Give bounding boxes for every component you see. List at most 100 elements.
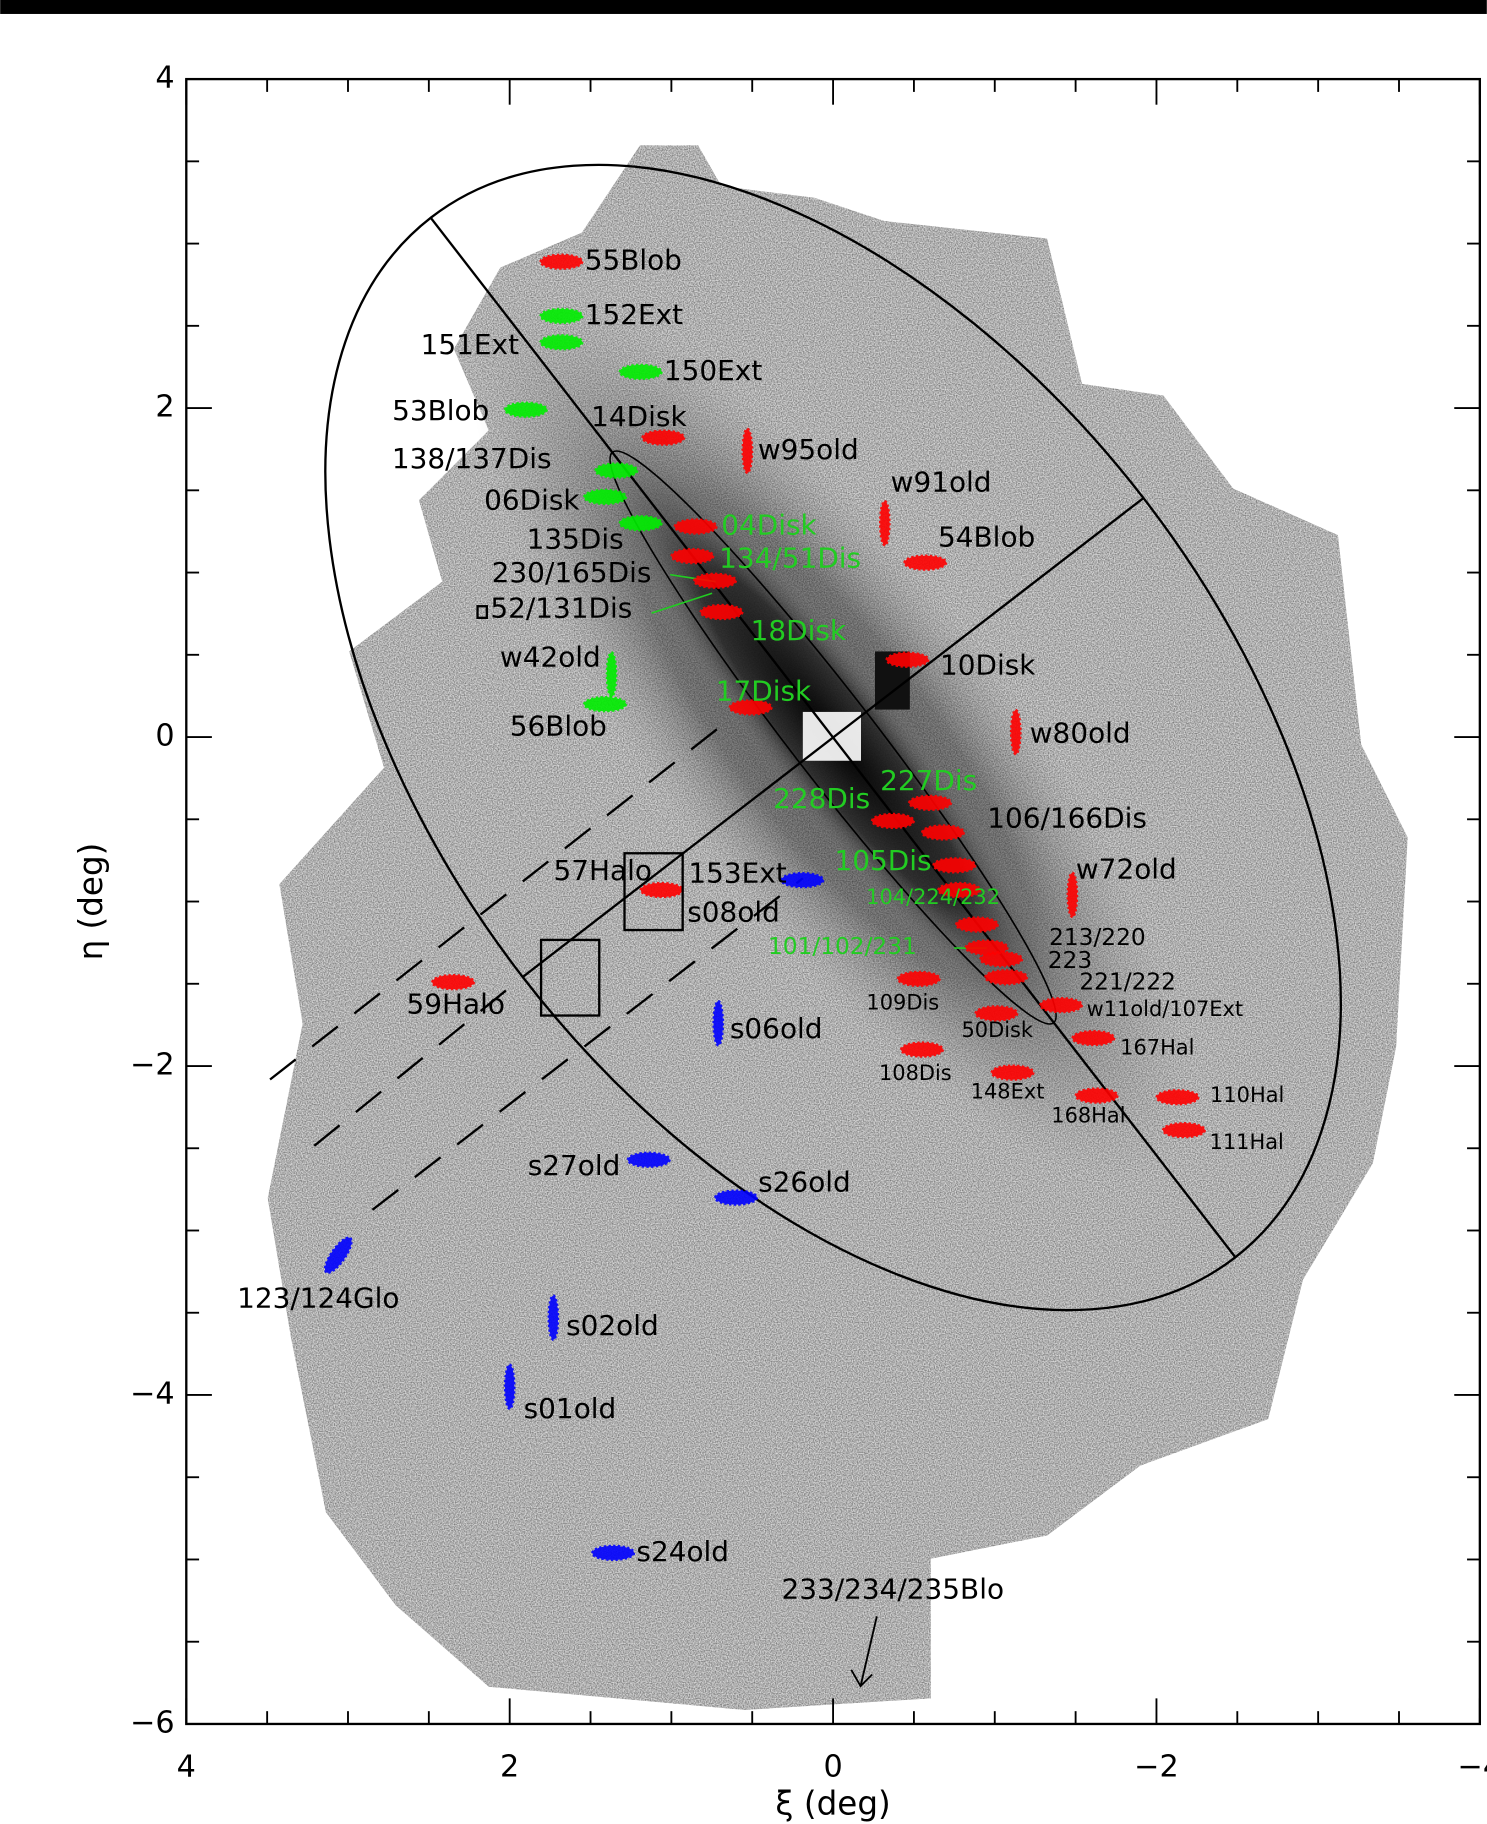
- y-tick-label: −6: [130, 1705, 175, 1740]
- field-label: w42old: [500, 640, 601, 673]
- field-marker: [1009, 708, 1022, 756]
- field-label: 111Hal: [1210, 1130, 1284, 1154]
- field-marker: [885, 651, 930, 668]
- field-label: 57Halo: [554, 854, 652, 887]
- field-marker: [623, 852, 684, 932]
- field-label: 50Disk: [961, 1018, 1033, 1042]
- field-marker: [323, 1236, 353, 1274]
- x-tick-label: 0: [823, 1750, 842, 1785]
- field-marker: [728, 699, 773, 716]
- field-marker: [983, 969, 1029, 986]
- field-marker: [618, 515, 663, 532]
- field-label: 233/234/235Blo: [781, 1573, 1004, 1606]
- field-marker: [937, 881, 982, 899]
- field-marker: [907, 794, 953, 811]
- x-tick-label: −4: [1458, 1750, 1487, 1785]
- field-label: 230/165Dis: [492, 556, 652, 589]
- field-marker: [1066, 871, 1079, 919]
- field-label: 168Hal: [1051, 1104, 1125, 1128]
- field-marker: [899, 1041, 945, 1058]
- field-label: 148Ext: [971, 1079, 1045, 1103]
- field-label: 153Ext: [688, 856, 786, 889]
- field-label: 105Dis: [835, 844, 932, 877]
- field-label: 138/137Dis: [392, 442, 552, 475]
- x-tick-label: −2: [1134, 1750, 1179, 1785]
- field-marker: [699, 603, 744, 621]
- field-label: s06old: [730, 1012, 823, 1045]
- field-marker: [920, 824, 966, 841]
- field-label: w95old: [758, 433, 859, 466]
- field-marker: [539, 307, 584, 325]
- field-label: 06Disk: [484, 484, 580, 517]
- field-label: w72old: [1076, 853, 1177, 886]
- field-label: 152Ext: [585, 298, 683, 331]
- field-marker: [618, 363, 663, 381]
- field-marker: [713, 1189, 759, 1206]
- top-bar: [0, 0, 1487, 14]
- field-marker: [896, 970, 941, 987]
- field-label: 56Blob: [510, 709, 607, 742]
- field-label: 110Hal: [1210, 1083, 1284, 1107]
- field-marker: [673, 518, 718, 535]
- field-marker: [903, 554, 948, 571]
- field-marker: [979, 950, 1024, 968]
- overlay: [269, 163, 1342, 1312]
- field-label: w80old: [1030, 716, 1131, 749]
- field-marker: [605, 651, 618, 698]
- field-marker: [1038, 997, 1084, 1014]
- dashed-line: [313, 976, 524, 1147]
- field-marker: [878, 499, 891, 547]
- field-label: 101/102/231: [768, 933, 917, 960]
- field-marker: [1155, 1089, 1200, 1106]
- y-tick-label: −4: [130, 1376, 175, 1411]
- field-label: 104/224/232: [866, 885, 1000, 909]
- field-label: 59Halo: [407, 987, 505, 1020]
- leader-line: [651, 592, 713, 614]
- y-tick-label: −2: [130, 1048, 175, 1083]
- field-label: 04Disk: [721, 509, 817, 542]
- dashed-line: [371, 877, 804, 1211]
- field-marker: [974, 1005, 1019, 1022]
- field-marker: [626, 1151, 671, 1168]
- field-marker: [582, 488, 628, 506]
- field-marker: [641, 429, 686, 446]
- field-label: 223: [1048, 947, 1092, 974]
- y-tick-label: 4: [155, 61, 174, 96]
- field-marker: [670, 547, 715, 565]
- field-marker: [539, 334, 584, 351]
- field-label: w91old: [891, 466, 992, 499]
- field-box: [539, 938, 601, 1017]
- field-marker: [539, 253, 584, 270]
- field-label: s01old: [524, 1392, 617, 1425]
- field-label: 221/222: [1079, 969, 1176, 996]
- field-marker: [712, 999, 725, 1047]
- field-label: s27old: [528, 1149, 621, 1182]
- field-label: s02old: [566, 1309, 659, 1342]
- field-marker: [692, 572, 738, 589]
- field-marker: [582, 696, 628, 713]
- field-label: s24old: [636, 1535, 729, 1568]
- field-label: 109Dis: [866, 990, 939, 1014]
- x-tick-label: 4: [177, 1750, 196, 1785]
- minor-axis: [521, 496, 1145, 979]
- field-label: 54Blob: [938, 520, 1035, 553]
- field-label: 150Ext: [664, 354, 762, 387]
- field-marker: [503, 1363, 516, 1411]
- field-label: 14Disk: [591, 400, 687, 433]
- field-label: 53Blob: [392, 394, 489, 427]
- field-marker: [503, 401, 548, 418]
- x-tick-label: 2: [500, 1750, 519, 1785]
- field-marker: [430, 973, 476, 991]
- field-label: 106/166Dis: [987, 802, 1147, 835]
- field-label: 213/220: [1049, 924, 1146, 951]
- field-label: s26old: [758, 1166, 851, 1199]
- field-marker: [591, 1544, 636, 1562]
- field-label: 167Hal: [1120, 1036, 1194, 1060]
- field-label: 55Blob: [585, 244, 682, 277]
- field-marker: [990, 1064, 1035, 1081]
- field-label: 10Disk: [940, 649, 1036, 682]
- field-marker: [964, 939, 1009, 956]
